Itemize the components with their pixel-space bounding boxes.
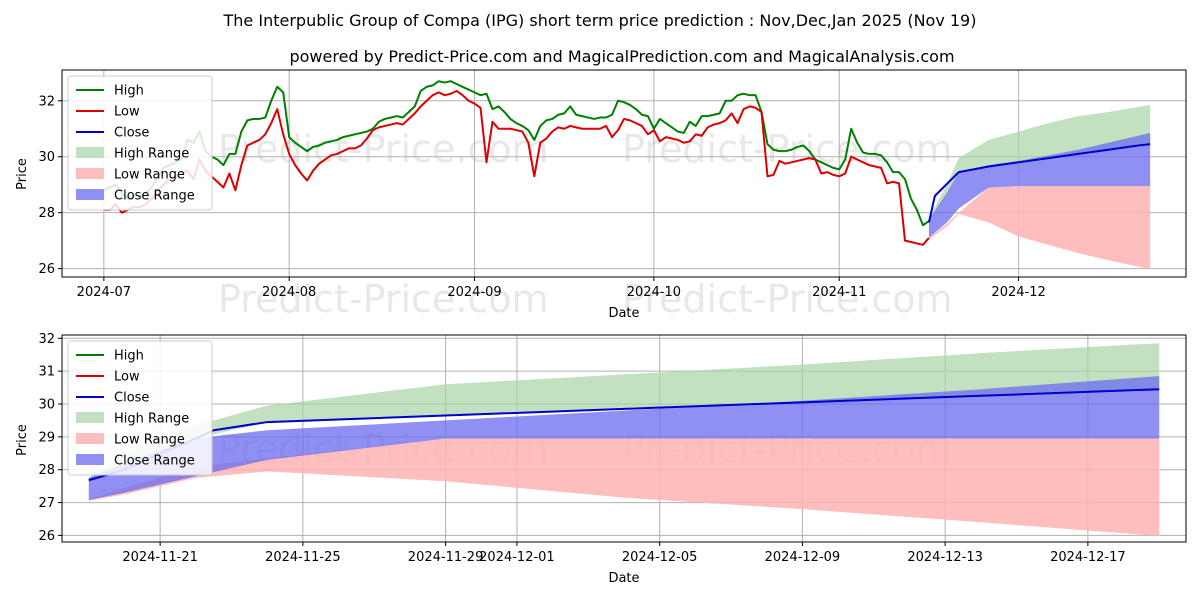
top-close-line <box>927 143 1151 223</box>
bottom-legend-swatch-low-range <box>76 433 104 444</box>
bottom-legend-label-low: Low <box>114 370 140 385</box>
bottom-y-tick-label: 26 <box>38 529 55 544</box>
bottom-x-axis-label: Date <box>608 571 639 586</box>
top-legend-label-high: High <box>114 84 144 99</box>
top-legend-label-close-range: Close Range <box>114 189 195 204</box>
top-y-tick-label: 26 <box>38 262 55 277</box>
bottom-y-tick-label: 30 <box>38 398 55 413</box>
bottom-y-tick-label: 28 <box>38 463 55 478</box>
chart-subtitle: powered by Predict-Price.com and Magical… <box>289 47 954 66</box>
top-legend-label-low: Low <box>114 105 140 120</box>
bottom-x-tick-label: 2024-12-09 <box>765 550 841 565</box>
bottom-legend: High Low Close High Range Low Range Close Ran… <box>67 340 213 476</box>
bottom-y-tick-label: 32 <box>38 332 55 347</box>
bottom-x-tick-label: 2024-12-01 <box>479 550 555 565</box>
top-watermark-2: Predict-Price.com <box>218 277 549 321</box>
bottom-x-tick-label: 2024-12-17 <box>1050 550 1126 565</box>
top-legend: High Low Close High Range Low Range Close Ran… <box>67 75 213 211</box>
bottom-legend-swatch-high-range <box>76 412 104 423</box>
bottom-x-tick-label: 2024-11-25 <box>265 550 341 565</box>
bottom-legend-label-high-range: High Range <box>114 412 189 427</box>
bottom-range-fills <box>88 343 1160 537</box>
bottom-legend-label-close: Close <box>114 391 149 406</box>
bottom-legend-label-close-range: Close Range <box>114 454 195 469</box>
top-y-ticks: 26 28 30 32 <box>38 94 62 277</box>
top-watermark-1: Predict-Price.com <box>622 127 953 171</box>
top-legend-swatch-close-range <box>76 189 104 200</box>
top-x-axis-label: Date <box>608 306 639 321</box>
bottom-low-range-band <box>88 438 1160 537</box>
bottom-y-axis-label: Price <box>15 424 30 456</box>
top-x-tick-label: 2024-09 <box>447 285 501 300</box>
top-x-tick-label: 2024-07 <box>77 285 131 300</box>
top-y-axis-label: Price <box>15 158 30 190</box>
bottom-close-range-band <box>88 376 1160 500</box>
bottom-high-range-band <box>88 343 1160 481</box>
top-watermarks: Predict-Price.com Predict-Price.com Predic… <box>218 127 953 321</box>
bottom-y-tick-label: 27 <box>38 496 55 511</box>
top-panel: Predict-Price.com Predict-Price.com Predic… <box>15 69 1187 321</box>
bottom-y-ticks: 26 27 28 29 30 31 32 <box>38 332 62 544</box>
chart-title: The Interpublic Group of Compa (IPG) sho… <box>223 11 977 30</box>
top-watermark-0: Predict-Price.com <box>218 127 549 171</box>
bottom-y-tick-label: 29 <box>38 430 55 445</box>
bottom-legend-label-low-range: Low Range <box>114 433 185 448</box>
top-plot-frame <box>61 69 1187 278</box>
top-legend-label-close: Close <box>114 126 149 141</box>
bottom-y-tick-label: 31 <box>38 365 55 380</box>
top-close-range-band <box>928 132 1151 238</box>
top-series-lines <box>103 80 1151 246</box>
top-x-tick-label: 2024-08 <box>262 285 316 300</box>
top-x-tick-label: 2024-10 <box>627 285 681 300</box>
top-x-tick-label: 2024-12 <box>991 285 1045 300</box>
bottom-x-tick-label: 2024-12-05 <box>622 550 698 565</box>
bottom-plot-frame <box>61 334 1187 543</box>
top-y-tick-label: 30 <box>38 150 55 165</box>
top-watermark-3: Predict-Price.com <box>622 277 953 321</box>
bottom-x-tick-label: 2024-11-29 <box>408 550 484 565</box>
bottom-legend-label-high: High <box>114 349 144 364</box>
top-legend-swatch-low-range <box>76 168 104 179</box>
top-y-tick-label: 28 <box>38 206 55 221</box>
top-high-range-band <box>928 104 1151 222</box>
top-y-tick-label: 32 <box>38 94 55 109</box>
top-x-ticks: 2024-07 2024-08 2024-09 2024-10 2024-11 2024-… <box>77 277 1046 300</box>
top-low-line <box>103 89 930 246</box>
top-legend-label-low-range: Low Range <box>114 168 185 183</box>
top-high-line <box>103 80 930 227</box>
top-x-tick-label: 2024-11 <box>812 285 866 300</box>
top-legend-label-high-range: High Range <box>114 147 189 162</box>
bottom-legend-swatch-close-range <box>76 454 104 465</box>
bottom-x-tick-label: 2024-11-21 <box>122 550 198 565</box>
bottom-x-ticks: 2024-11-21 2024-11-25 2024-11-292024-12-01… <box>122 542 1126 565</box>
bottom-x-tick-label: 2024-12-13 <box>907 550 983 565</box>
top-range-fills <box>928 104 1151 270</box>
top-legend-swatch-high-range <box>76 147 104 158</box>
top-low-range-band <box>928 186 1151 270</box>
